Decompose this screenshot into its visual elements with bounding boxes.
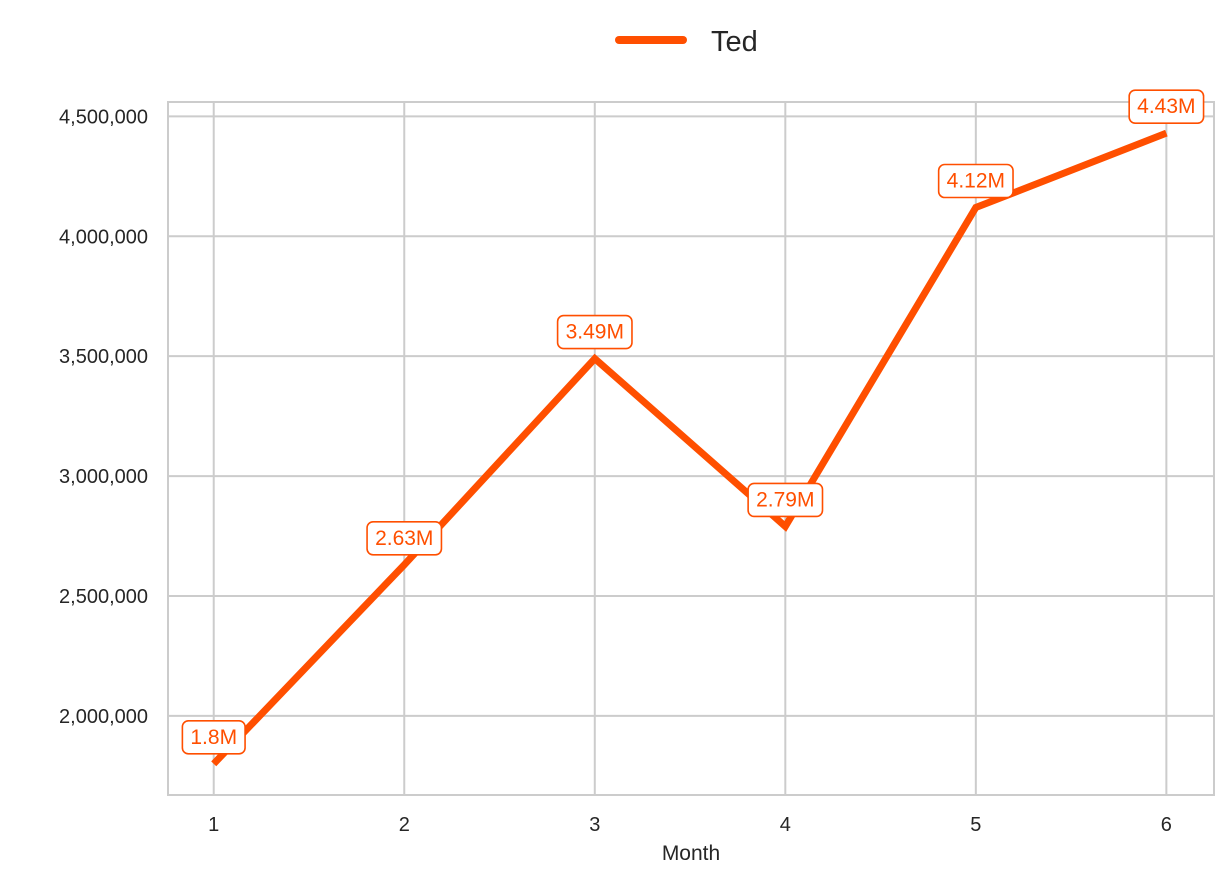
x-tick-label: 3 xyxy=(589,814,600,836)
x-tick-label: 1 xyxy=(208,814,219,836)
y-tick-label: 4,500,000 xyxy=(59,106,148,128)
data-label-text: 2.63M xyxy=(375,527,433,550)
y-tick-label: 3,000,000 xyxy=(59,466,148,488)
data-label-text: 2.79M xyxy=(756,488,814,511)
y-tick-labels: 2,000,000 2,500,000 3,000,000 3,500,000 4,00… xyxy=(59,106,148,727)
data-label: 4.43M xyxy=(1128,89,1205,124)
x-tick-label: 4 xyxy=(780,814,791,836)
plot-area-frame xyxy=(167,101,1215,796)
series-line-ted xyxy=(211,129,1168,767)
legend: Ted xyxy=(615,26,758,58)
x-tick-label: 6 xyxy=(1161,814,1172,836)
y-tick-label: 2,500,000 xyxy=(59,586,148,608)
data-label-text: 4.12M xyxy=(947,170,1005,193)
legend-label-ted: Ted xyxy=(711,26,758,58)
x-tick-label: 5 xyxy=(970,814,981,836)
data-label-box xyxy=(181,720,246,755)
data-label-box xyxy=(1128,89,1205,124)
data-label: 1.8M xyxy=(181,720,246,755)
y-tick-label: 3,500,000 xyxy=(59,346,148,368)
data-label-text: 4.43M xyxy=(1137,95,1195,118)
data-labels: 1.8M 2.63M 3.49M 2.79M 4.12M 4.43M xyxy=(181,89,1205,755)
grid-lines xyxy=(168,102,1214,795)
data-label: 2.79M xyxy=(747,482,824,518)
y-tick-label: 2,000,000 xyxy=(59,706,148,728)
series-layer xyxy=(211,129,1168,767)
data-label: 4.12M xyxy=(937,163,1014,199)
x-tick-labels: 1 2 3 4 5 6 xyxy=(208,814,1172,836)
x-tick-label: 2 xyxy=(399,814,410,836)
data-label-box xyxy=(937,163,1014,199)
y-tick-label: 4,000,000 xyxy=(59,226,148,248)
x-axis-title: Month xyxy=(662,842,720,865)
data-label: 3.49M xyxy=(556,314,633,350)
data-label-box xyxy=(366,520,443,556)
data-label-box xyxy=(556,314,633,350)
data-label-box xyxy=(747,482,824,518)
data-label-text: 1.8M xyxy=(190,726,237,749)
data-label: 2.63M xyxy=(366,520,443,556)
data-label-text: 3.49M xyxy=(566,321,624,344)
